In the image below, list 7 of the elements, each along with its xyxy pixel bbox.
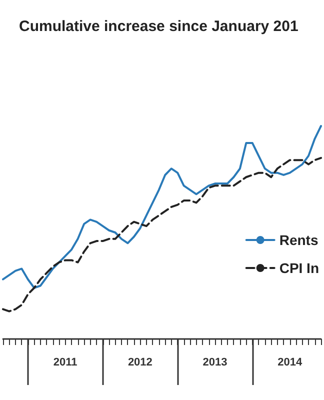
x-tick-label: 2011: [53, 356, 78, 368]
legend-label: Rents: [279, 232, 318, 248]
x-tick-label: 2012: [128, 356, 152, 368]
x-tick-label: 2013: [202, 356, 228, 368]
chart-title: Cumulative increase since January 201: [19, 18, 298, 35]
x-tick-label: 2014: [278, 356, 303, 368]
legend-label: CPI In: [279, 260, 320, 276]
